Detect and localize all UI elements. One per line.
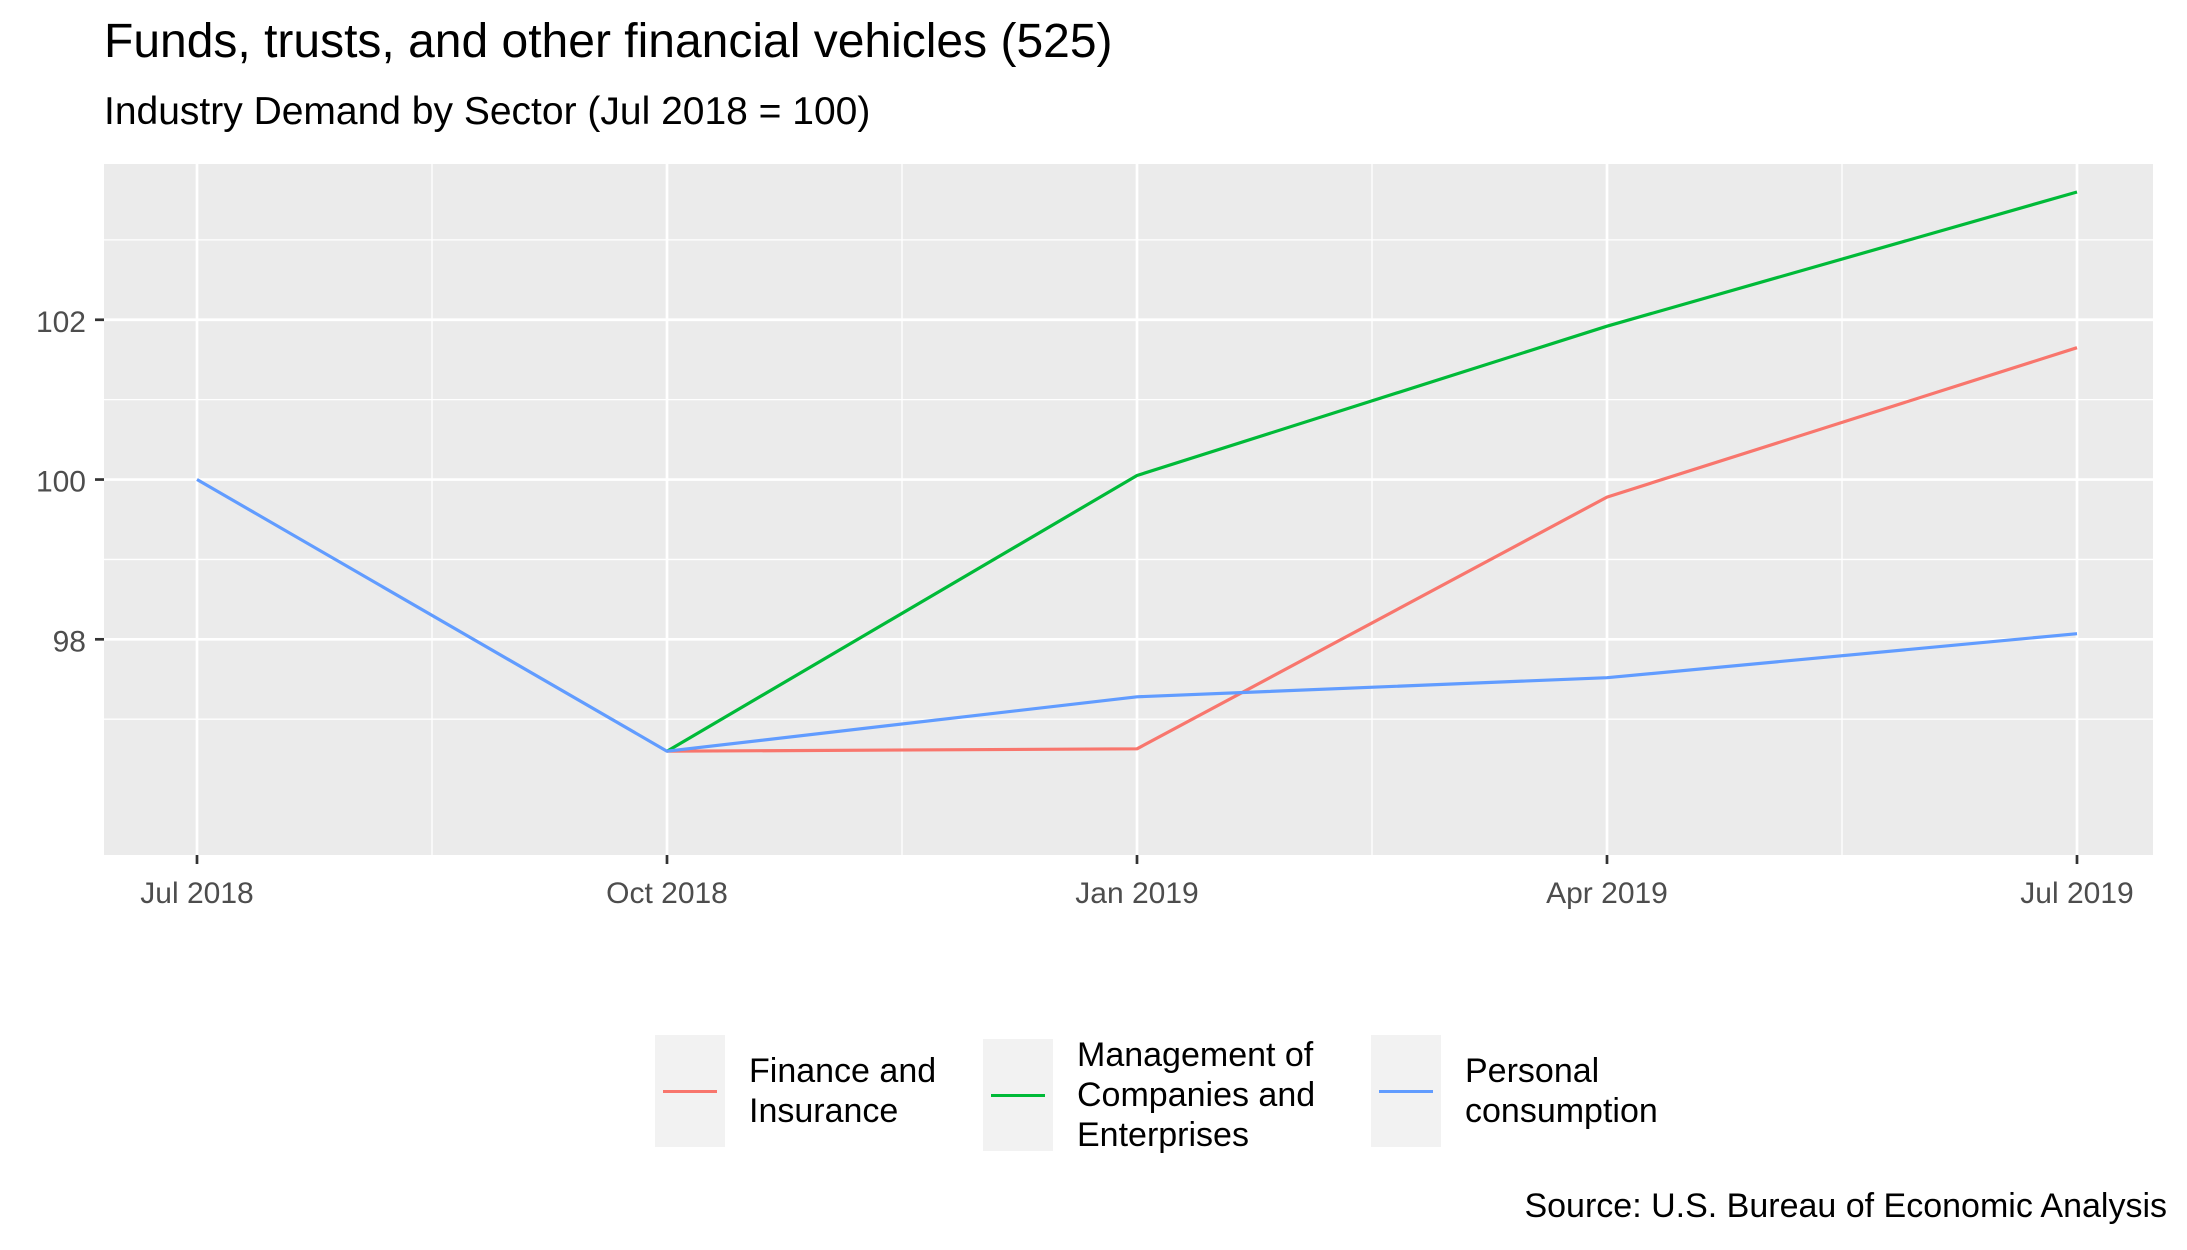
series-line-personal-consumption bbox=[196, 478, 2078, 753]
legend-item-finance: Finance and Insurance bbox=[655, 1035, 959, 1147]
legend-key bbox=[1371, 1035, 1441, 1147]
legend-key bbox=[983, 1039, 1053, 1151]
legend-swatch bbox=[1379, 1090, 1433, 1093]
legend-swatch bbox=[663, 1090, 717, 1093]
legend-label: Finance and Insurance bbox=[749, 1052, 937, 1130]
plot-panel bbox=[104, 164, 2153, 855]
series-lines bbox=[196, 190, 2078, 753]
source-caption: Source: U.S. Bureau of Economic Analysis bbox=[1524, 1187, 2167, 1225]
series-line-finance-and-insurance bbox=[666, 346, 2078, 753]
x-tick-label: Jul 2019 bbox=[2020, 877, 2133, 910]
y-tick-label: 100 bbox=[36, 466, 86, 499]
minor-gridlines bbox=[104, 164, 2153, 855]
axes: 98 100 102 Jul 2018 Oct 2018 Jan 2019 Apr 2019… bbox=[36, 306, 2134, 910]
chart-subtitle: Industry Demand by Sector (Jul 2018 = 10… bbox=[104, 90, 871, 133]
legend-item-management: Management of Companies and Enterprises bbox=[983, 1035, 1347, 1155]
x-tick-label: Oct 2018 bbox=[606, 877, 728, 910]
x-tick-label: Apr 2019 bbox=[1546, 877, 1668, 910]
chart-title: Funds, trusts, and other financial vehic… bbox=[104, 15, 1113, 68]
y-tick-label: 98 bbox=[53, 625, 86, 658]
legend-swatch bbox=[991, 1094, 1045, 1097]
series-line-management-of-companies-and-enterprises bbox=[666, 190, 2078, 753]
legend: Finance and Insurance Management of Comp… bbox=[655, 1035, 1719, 1155]
legend-item-personal: Personal consumption bbox=[1371, 1035, 1695, 1147]
y-tick-label: 102 bbox=[36, 306, 86, 339]
legend-key bbox=[655, 1035, 725, 1147]
legend-label: Personal consumption bbox=[1465, 1052, 1658, 1130]
x-tick-label: Jul 2018 bbox=[140, 877, 253, 910]
major-gridlines bbox=[104, 164, 2153, 855]
legend-label: Management of Companies and Enterprises bbox=[1077, 1036, 1316, 1154]
x-tick-label: Jan 2019 bbox=[1075, 877, 1198, 910]
